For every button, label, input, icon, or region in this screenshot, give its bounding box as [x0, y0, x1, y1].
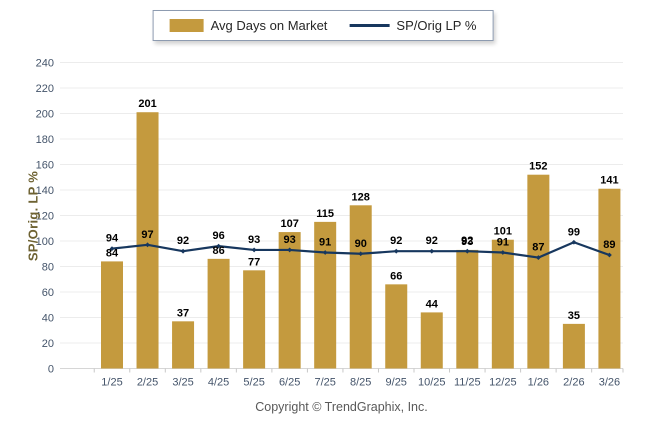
x-category-label: 3/25	[172, 377, 193, 389]
y-tick-label: 200	[36, 109, 54, 121]
bar-3/25	[172, 321, 195, 369]
y-tick-label: 180	[36, 134, 54, 146]
bar-series-swatch	[169, 19, 204, 32]
chart-legend: Avg Days on Market SP/Orig LP %	[152, 10, 494, 41]
copyright-text: Copyright © TrendGraphix, Inc.	[255, 400, 428, 414]
legend-item-sp-orig: SP/Orig LP %	[349, 18, 476, 33]
line-marker-3/25	[180, 248, 186, 254]
bar-value-label: 86	[212, 245, 224, 257]
bar-value-label: 35	[568, 310, 580, 322]
bar-9/25	[385, 284, 408, 369]
line-marker-12/25	[500, 250, 506, 255]
bar-11/25	[456, 249, 479, 369]
x-category-label: 4/25	[208, 377, 229, 389]
bar-4/25	[207, 258, 230, 369]
bar-10/25	[420, 312, 443, 369]
legend-line-label: SP/Orig LP %	[396, 18, 477, 33]
bar-value-label: 128	[352, 191, 370, 203]
line-value-label: 93	[248, 234, 260, 246]
y-tick-label: 0	[48, 364, 54, 376]
line-value-label: 96	[212, 230, 224, 242]
line-marker-1/25	[109, 246, 115, 252]
x-category-label: 1/26	[528, 377, 549, 389]
y-axis-title: SP/Orig. LP %	[25, 170, 41, 262]
legend-bar-label: Avg Days on Market	[210, 18, 328, 33]
bar-1/25	[101, 261, 123, 369]
x-category-label: 3/26	[599, 377, 620, 389]
bar-value-label: 37	[177, 307, 189, 319]
line-value-label: 89	[603, 239, 615, 251]
x-category-label: 10/25	[418, 377, 446, 389]
y-tick-label: 120	[36, 211, 54, 223]
y-tick-label: 80	[42, 262, 54, 274]
line-marker-8/25	[358, 251, 364, 257]
y-tick-label: 140	[36, 185, 54, 197]
bar-8/25	[349, 205, 372, 369]
bar-value-label: 101	[494, 226, 512, 238]
bar-value-label: 44	[426, 298, 439, 310]
x-category-label: 2/25	[137, 377, 158, 389]
bar-5/25	[243, 270, 266, 369]
y-tick-label: 240	[36, 58, 54, 70]
bar-value-label: 141	[600, 175, 618, 187]
x-category-label: 1/25	[101, 377, 122, 389]
bar-6/25	[278, 232, 301, 369]
line-value-label: 91	[319, 236, 331, 248]
bar-2/25	[136, 112, 159, 369]
line-marker-4/25	[216, 243, 221, 249]
bar-1/26	[527, 174, 550, 369]
y-tick-label: 40	[42, 313, 54, 325]
x-category-label: 8/25	[350, 377, 371, 389]
line-value-label: 94	[106, 233, 119, 245]
legend-item-avg-days: Avg Days on Market	[169, 18, 328, 33]
bar-3/26	[598, 188, 621, 369]
bar-value-label: 201	[138, 98, 156, 110]
bar-12/25	[491, 239, 514, 369]
line-marker-3/26	[607, 252, 612, 258]
line-value-label: 87	[532, 242, 544, 254]
line-value-label: 92	[426, 235, 438, 247]
line-marker-9/25	[393, 248, 399, 254]
y-tick-label: 100	[36, 236, 54, 248]
y-tick-label: 220	[36, 83, 54, 95]
x-category-label: 9/25	[386, 377, 407, 389]
line-marker-5/25	[251, 247, 257, 253]
line-marker-10/25	[429, 248, 435, 254]
y-tick-label: 60	[42, 287, 54, 299]
bar-value-label: 93	[461, 236, 473, 248]
bar-value-label: 77	[248, 256, 260, 268]
x-category-label: 5/25	[243, 377, 264, 389]
x-category-label: 6/25	[279, 377, 300, 389]
bar-value-label: 84	[106, 247, 119, 259]
line-marker-6/25	[287, 247, 293, 253]
bar-value-label: 152	[529, 161, 547, 173]
line-marker-2/26	[571, 239, 577, 245]
line-marker-11/25	[464, 248, 470, 254]
bar-2/26	[562, 323, 585, 369]
x-category-label: 7/25	[314, 377, 335, 389]
y-tick-label: 20	[42, 338, 54, 350]
line-value-label: 93	[284, 234, 296, 246]
line-marker-1/26	[535, 255, 541, 260]
bar-value-label: 66	[390, 270, 402, 282]
bar-value-label: 115	[316, 208, 334, 220]
line-value-label: 92	[461, 235, 473, 247]
line-value-label: 92	[177, 235, 189, 247]
line-value-label: 92	[390, 235, 402, 247]
bar-7/25	[314, 221, 337, 369]
line-marker-2/25	[145, 242, 150, 248]
x-category-label: 12/25	[489, 377, 517, 389]
line-series-swatch	[349, 24, 390, 27]
line-value-label: 97	[141, 229, 153, 241]
y-tick-label: 160	[36, 160, 54, 172]
line-value-label: 99	[568, 226, 580, 238]
bar-value-label: 107	[280, 218, 298, 230]
line-marker-7/25	[322, 250, 328, 255]
x-category-label: 2/26	[563, 377, 584, 389]
line-value-label: 90	[355, 238, 367, 250]
line-value-label: 91	[497, 236, 509, 248]
x-category-label: 11/25	[454, 377, 481, 389]
